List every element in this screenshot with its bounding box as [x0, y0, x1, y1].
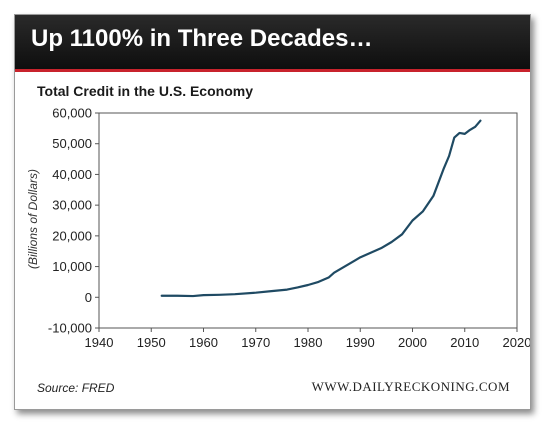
chart-title: Total Credit in the U.S. Economy	[37, 83, 253, 99]
total-credit-series-line	[160, 119, 482, 298]
y-tick-label: 60,000	[52, 106, 92, 121]
y-tick-label: 50,000	[52, 136, 92, 151]
y-tick-label: 10,000	[52, 259, 92, 274]
chart-headline: Up 1100% in Three Decades…	[31, 25, 373, 52]
y-axis-ticks: -10,000 0 10,000 20,000 30,000 40,000 50,000 60…	[48, 106, 99, 336]
chart-card: Up 1100% in Three Decades… Total Credit …	[14, 14, 531, 410]
plot-area	[98, 112, 518, 329]
header-banner: Up 1100% in Three Decades…	[15, 15, 530, 72]
y-tick-label: 40,000	[52, 167, 92, 182]
x-tick-label: 2010	[450, 335, 479, 350]
source-note: Source: FRED	[37, 381, 115, 395]
x-tick-label: 2020	[503, 335, 530, 350]
y-tick-label: 0	[85, 290, 92, 305]
site-url: WWW.DAILYRECKONING.COM	[311, 379, 510, 394]
y-tick-label: 20,000	[52, 228, 92, 243]
x-tick-label: 1950	[137, 335, 166, 350]
x-tick-label: 1940	[85, 335, 114, 350]
x-tick-label: 1980	[294, 335, 323, 350]
x-tick-label: 1990	[346, 335, 375, 350]
x-tick-label: 2000	[398, 335, 427, 350]
x-tick-label: 1970	[241, 335, 270, 350]
line-chart: -10,000 0 10,000 20,000 30,000 40,000 50,000 60…	[26, 106, 530, 351]
x-axis-ticks: 1940 1950 1960 1970 1980 1990 2000 2010 2020	[85, 328, 530, 350]
y-tick-label: 30,000	[52, 198, 92, 213]
y-tick-label: -10,000	[48, 321, 92, 336]
y-axis-label: (Billions of Dollars)	[26, 169, 40, 269]
x-tick-label: 1960	[189, 335, 218, 350]
